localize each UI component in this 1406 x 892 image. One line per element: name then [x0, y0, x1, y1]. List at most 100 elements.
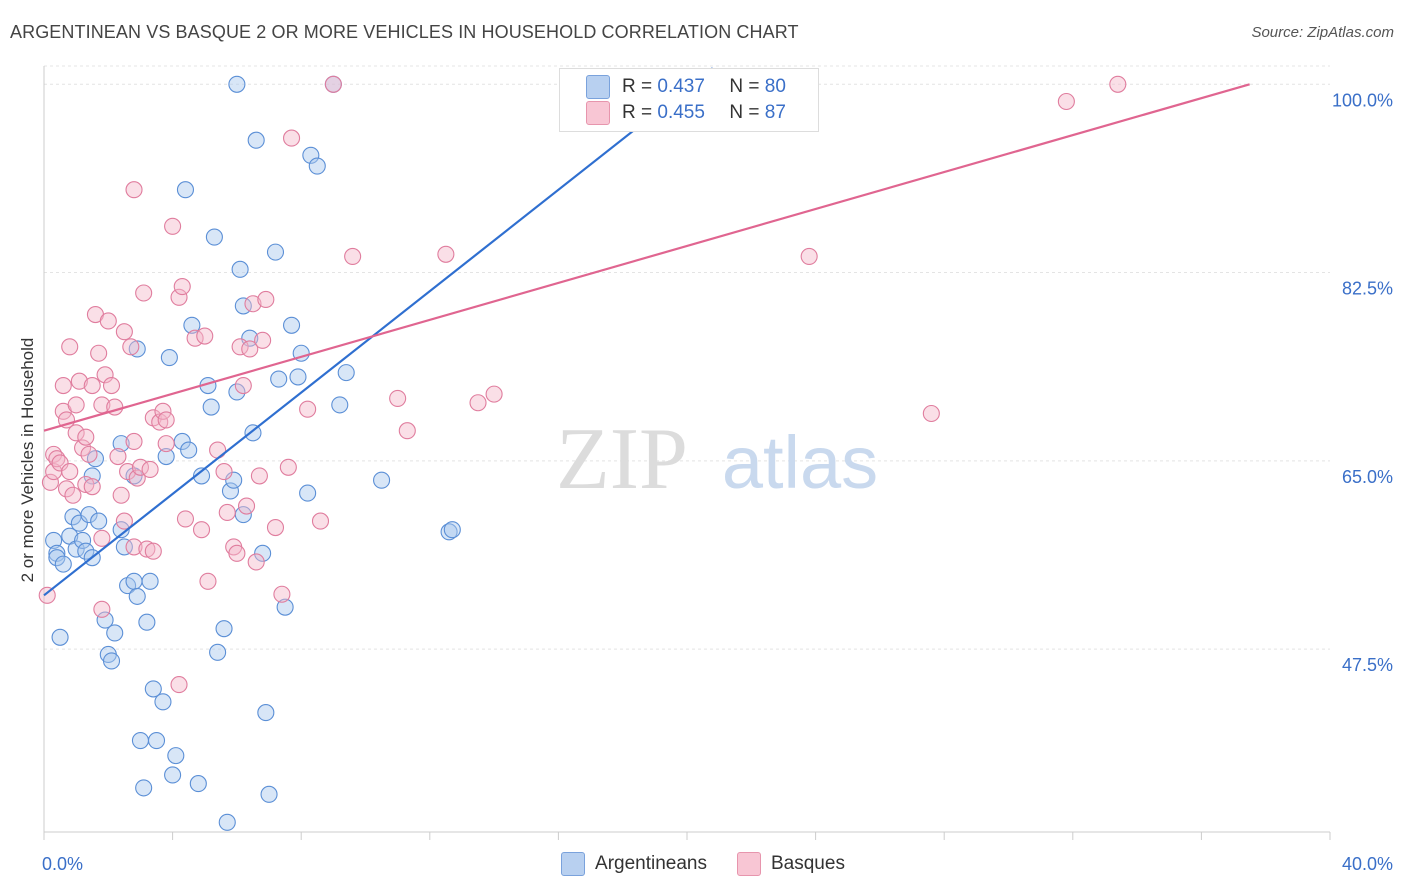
data-point [337, 364, 355, 382]
legend-swatch-pink [737, 852, 761, 876]
data-point [138, 540, 156, 558]
watermark-zip: ZIP [556, 411, 688, 508]
legend-r-value: 0.455 [657, 102, 705, 123]
trend-line-argentineans [43, 67, 714, 597]
data-point [74, 531, 92, 549]
data-point [112, 435, 130, 453]
data-point [283, 129, 301, 147]
y-tick-label: 100.0% [1332, 90, 1393, 110]
data-point [373, 471, 391, 489]
legend-n-label: N = [729, 76, 760, 97]
data-point [93, 396, 111, 414]
data-point [112, 521, 130, 539]
data-point [48, 544, 66, 562]
data-point [154, 402, 172, 420]
data-point [41, 473, 59, 491]
data-point [800, 247, 818, 265]
tick-labels: 47.5% 65.0% 82.5% 100.0% 0.0% 40.0% [42, 90, 1393, 874]
data-point [99, 312, 117, 330]
data-point [215, 620, 233, 638]
data-point [67, 396, 85, 414]
data-point [80, 445, 98, 463]
data-point [57, 480, 76, 498]
data-point [144, 680, 162, 698]
data-point [250, 467, 268, 485]
data-point [254, 331, 272, 349]
data-point [70, 372, 88, 390]
x-tick-label: 0.0% [42, 854, 83, 874]
data-point [485, 385, 503, 403]
data-point [138, 613, 156, 631]
data-point [54, 376, 72, 395]
legend-item-argentineans: Argentineans [561, 852, 707, 876]
data-point [115, 512, 133, 530]
data-point [344, 247, 362, 265]
legend-n-label: N = [729, 102, 760, 123]
series-basques [38, 75, 1127, 694]
data-point [209, 441, 227, 459]
data-point [80, 506, 98, 524]
data-point [135, 284, 153, 302]
data-point [273, 585, 291, 603]
legend-label-argentineans: Argentineans [595, 853, 707, 874]
y-tick-label: 82.5% [1342, 279, 1393, 299]
data-point [218, 813, 236, 831]
watermark: ZIP atlas [556, 411, 878, 508]
data-point [45, 531, 63, 549]
data-point [218, 503, 236, 522]
data-point [96, 611, 114, 629]
data-point [157, 447, 175, 466]
data-point [122, 338, 140, 356]
source-label: Source: ZipAtlas.com [1251, 24, 1394, 41]
data-point [54, 555, 72, 573]
data-point [270, 370, 288, 388]
data-point [157, 435, 175, 453]
legend-swatch-blue [586, 75, 610, 99]
data-point [1057, 92, 1075, 111]
data-point [115, 538, 133, 556]
trend-lines [43, 67, 1250, 597]
data-point [331, 396, 349, 414]
legend-swatch-blue [561, 852, 586, 876]
series-argentineans [45, 75, 722, 831]
data-point [205, 228, 223, 246]
data-point [128, 340, 146, 358]
data-point [237, 497, 256, 515]
data-point [67, 424, 85, 442]
data-point [437, 245, 455, 263]
data-point [115, 323, 133, 341]
legend-n-value: 87 [764, 102, 786, 123]
data-point [147, 732, 166, 750]
data-point [228, 75, 246, 93]
data-point [299, 400, 317, 418]
legend-row-argentineans: R = 0.437 N = 80 [586, 75, 786, 99]
legend-r-value: 0.437 [657, 76, 705, 97]
data-point [74, 439, 92, 457]
data-point [170, 676, 188, 694]
data-point [96, 366, 114, 384]
data-point [48, 549, 66, 567]
data-point [77, 542, 95, 560]
data-point [176, 181, 195, 199]
data-point [125, 572, 143, 590]
trend-line-basques [43, 83, 1250, 432]
data-point [311, 512, 330, 530]
y-tick-label: 65.0% [1342, 467, 1393, 487]
data-point [199, 572, 217, 590]
data-point [469, 394, 487, 412]
data-point [389, 389, 407, 407]
data-point [244, 424, 262, 442]
legend-swatch-pink [586, 101, 610, 125]
data-point [247, 131, 265, 149]
data-point [51, 454, 69, 472]
data-point [1109, 75, 1127, 93]
data-point [83, 478, 101, 496]
data-point [299, 484, 317, 502]
data-point [167, 747, 185, 765]
legend-label-basques: Basques [771, 853, 845, 874]
data-point [266, 243, 285, 261]
data-point [244, 295, 262, 313]
data-point [157, 411, 175, 429]
legend-n-value: 80 [764, 76, 786, 97]
